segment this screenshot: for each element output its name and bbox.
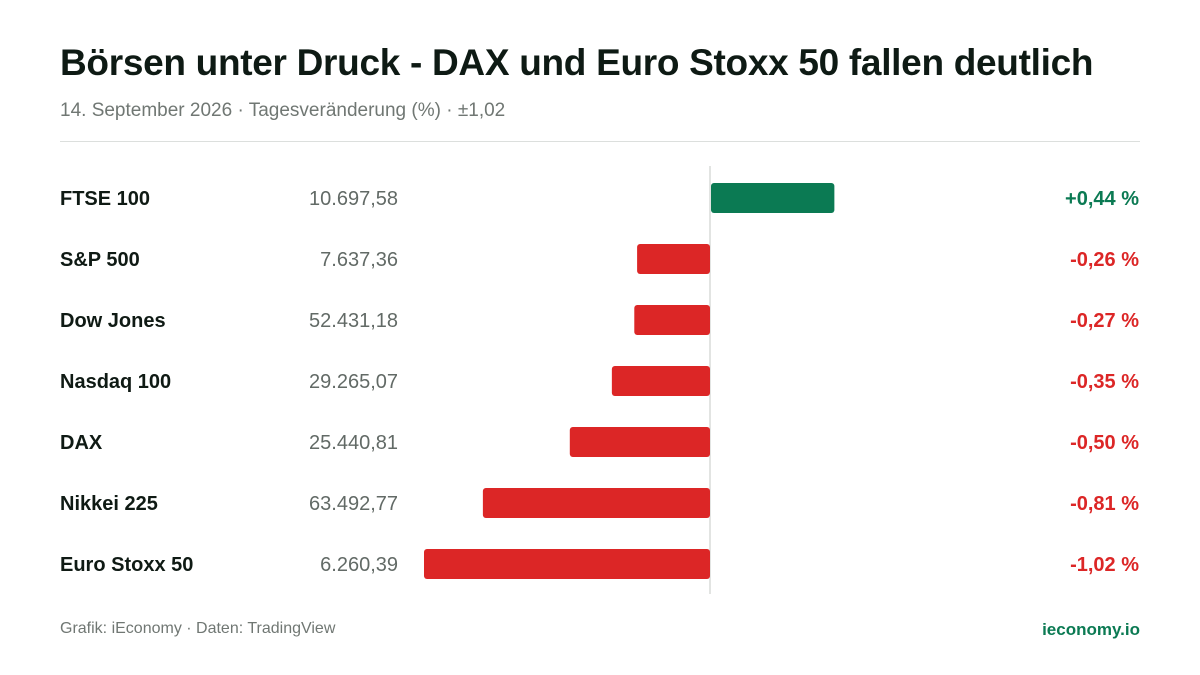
change-bar bbox=[424, 549, 710, 579]
chart-title: Börsen unter Druck - DAX und Euro Stoxx … bbox=[60, 42, 1094, 83]
index-name-label: Euro Stoxx 50 bbox=[60, 554, 193, 576]
change-value-label: -0,81 % bbox=[1070, 493, 1139, 515]
change-value-label: -0,50 % bbox=[1070, 432, 1139, 454]
index-name-label: Dow Jones bbox=[60, 310, 166, 332]
index-level-label: 10.697,58 bbox=[309, 188, 398, 210]
change-bar bbox=[482, 488, 710, 518]
index-level-label: 29.265,07 bbox=[309, 371, 398, 393]
header-divider bbox=[60, 141, 1140, 142]
index-name-label: FTSE 100 bbox=[60, 188, 150, 210]
change-bar bbox=[611, 366, 710, 396]
index-level-label: 63.492,77 bbox=[309, 493, 398, 515]
index-name-label: Nikkei 225 bbox=[60, 493, 158, 515]
chart-subtitle: 14. September 2026 · Tagesveränderung (%… bbox=[60, 100, 506, 121]
index-name-label: Nasdaq 100 bbox=[60, 371, 171, 393]
change-value-label: -0,35 % bbox=[1070, 371, 1139, 393]
index-level-label: 6.260,39 bbox=[320, 554, 398, 576]
index-level-label: 25.440,81 bbox=[309, 432, 398, 454]
index-name-label: S&P 500 bbox=[60, 249, 140, 271]
change-bar bbox=[634, 305, 710, 335]
change-value-label: +0,44 % bbox=[1065, 188, 1139, 210]
footer-brand-link[interactable]: ieconomy.io bbox=[1042, 620, 1140, 639]
index-level-label: 52.431,18 bbox=[309, 310, 398, 332]
change-value-label: -0,26 % bbox=[1070, 249, 1139, 271]
footer-source: Grafik: iEconomy · Daten: TradingView bbox=[60, 620, 336, 637]
change-bar bbox=[569, 427, 710, 457]
change-value-label: -0,27 % bbox=[1070, 310, 1139, 332]
index-level-label: 7.637,36 bbox=[320, 249, 398, 271]
change-bar bbox=[637, 244, 710, 274]
change-bar bbox=[711, 183, 835, 213]
change-value-label: -1,02 % bbox=[1070, 554, 1139, 576]
index-name-label: DAX bbox=[60, 432, 103, 454]
